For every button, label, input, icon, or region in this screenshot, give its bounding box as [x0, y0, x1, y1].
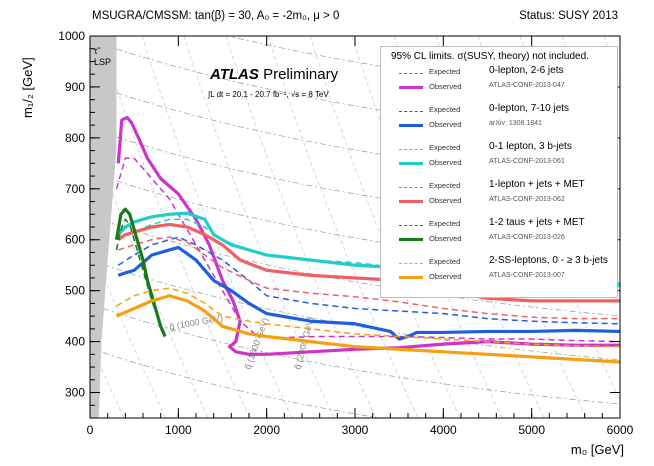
legend: 95% CL limits. σ(SUSY, theory) not inclu… — [380, 46, 618, 298]
legend-analysis-name: 0-lepton, 2-6 jets — [489, 65, 564, 76]
y-tick-label: 900 — [65, 80, 85, 94]
legend-reference: ATLAS-CONF-2013-026 — [489, 234, 565, 241]
legend-reference: ATLAS-CONF-2013-061 — [489, 158, 565, 165]
expected-limit-line — [116, 287, 620, 348]
x-tick-label: 5000 — [518, 423, 545, 437]
legend-title: 95% CL limits. σ(SUSY, theory) not inclu… — [391, 51, 589, 62]
y-axis-label: m₁/₂ [GeV] — [20, 57, 35, 118]
legend-analysis-name: 0-lepton, 7-10 jets — [489, 103, 570, 114]
atlas-label: ATLAS Preliminary — [210, 66, 338, 83]
observed-limit-line — [114, 207, 167, 338]
gluino-mass-contour — [90, 303, 620, 405]
y-tick-label: 400 — [65, 335, 85, 349]
y-tick-label: 300 — [65, 386, 85, 400]
legend-observed-row: Observed ATLAS-CONF-2013-061 — [381, 156, 617, 171]
atlas-text: ATLAS — [210, 66, 259, 83]
legend-expected-row: Expected 2-SS-leptons, 0 - ≥ 3 b-jets — [381, 255, 617, 270]
legend-reference: ATLAS-CONF-2013-007 — [489, 272, 565, 279]
legend-expected-text: Expected — [429, 219, 461, 228]
stau-symbol: τ̃ — [94, 46, 98, 56]
legend-analysis-name: 1-2 taus + jets + MET — [489, 217, 585, 228]
legend-expected-row: Expected 0-lepton, 2-6 jets — [381, 65, 617, 80]
legend-expected-text: Expected — [429, 257, 461, 266]
x-tick-label: 0 — [87, 423, 94, 437]
legend-expected-row: Expected 0-1 lepton, 3 b-jets — [381, 141, 617, 156]
legend-observed-text: Observed — [429, 82, 462, 91]
legend-expected-row: Expected 1-lepton + jets + MET — [381, 179, 617, 194]
header-status-label: Status: SUSY 2013 — [519, 10, 618, 22]
legend-analysis-name: 2-SS-leptons, 0 - ≥ 3 b-jets — [489, 255, 608, 266]
legend-observed-row: Observed ATLAS-CONF-2013-047 — [381, 80, 617, 95]
observed-limit-line — [117, 245, 620, 341]
y-tick-label: 700 — [65, 182, 85, 196]
legend-expected-text: Expected — [429, 181, 461, 190]
legend-expected-swatch — [399, 73, 423, 74]
legend-observed-text: Observed — [429, 272, 462, 281]
legend-reference: arXiv: 1308.1841 — [489, 120, 542, 127]
x-tick-label: 4000 — [430, 423, 457, 437]
x-axis-label: m₀ [GeV] — [570, 442, 624, 457]
expected-limit-line — [117, 236, 620, 325]
expected-limit-line — [118, 236, 620, 320]
observed-limit-line — [117, 222, 620, 303]
legend-expected-row: Expected 1-2 taus + jets + MET — [381, 217, 617, 232]
header-model-label: MSUGRA/CMSSM: tan(β) = 30, A₀ = -2m₀, μ … — [92, 10, 340, 22]
x-tick-label: 2000 — [253, 423, 280, 437]
contour-label: g̃ (1000 GeV) — [168, 313, 223, 332]
legend-expected-swatch — [399, 187, 423, 188]
legend-observed-swatch — [399, 238, 423, 241]
legend-observed-swatch — [399, 86, 423, 89]
observed-limit-line — [115, 294, 620, 364]
x-tick-label: 6000 — [607, 423, 634, 437]
y-tick-label: 600 — [65, 233, 85, 247]
legend-expected-text: Expected — [429, 105, 461, 114]
legend-expected-row: Expected 0-lepton, 7-10 jets — [381, 103, 617, 118]
legend-expected-swatch — [399, 263, 423, 264]
legend-expected-swatch — [399, 149, 423, 150]
legend-observed-text: Observed — [429, 234, 462, 243]
legend-observed-swatch — [399, 162, 423, 165]
legend-expected-text: Expected — [429, 143, 461, 152]
luminosity-label: ∫L dt = 20.1 - 20.7 fb⁻¹, √s = 8 TeV — [208, 90, 329, 99]
contour-label: q̃ (1600 GeV) — [242, 316, 270, 370]
squark-mass-contour — [646, 36, 654, 418]
lsp-text: LSP — [94, 57, 112, 67]
x-tick-label: 3000 — [342, 423, 369, 437]
legend-observed-text: Observed — [429, 120, 462, 129]
legend-observed-text: Observed — [429, 196, 462, 205]
legend-reference: ATLAS-CONF-2013-062 — [489, 196, 565, 203]
legend-expected-text: Expected — [429, 67, 461, 76]
legend-reference: ATLAS-CONF-2013-047 — [489, 82, 565, 89]
legend-observed-swatch — [399, 200, 423, 203]
legend-observed-swatch — [399, 276, 423, 279]
y-tick-label: 800 — [65, 131, 85, 145]
legend-expected-swatch — [399, 225, 423, 226]
stau-lsp-label: τ̃ LSP — [94, 46, 111, 68]
legend-analysis-name: 1-lepton + jets + MET — [489, 179, 585, 190]
gluino-mass-contour — [90, 347, 382, 418]
legend-observed-row: Observed ATLAS-CONF-2013-062 — [381, 194, 617, 209]
stau-lsp-region — [90, 36, 117, 418]
legend-observed-row: Observed ATLAS-CONF-2013-026 — [381, 232, 617, 247]
legend-expected-swatch — [399, 111, 423, 112]
legend-observed-row: Observed arXiv: 1308.1841 — [381, 118, 617, 133]
preliminary-text: Preliminary — [263, 66, 339, 83]
y-tick-label: 500 — [65, 284, 85, 298]
legend-analysis-name: 0-1 lepton, 3 b-jets — [489, 141, 572, 152]
x-tick-label: 1000 — [165, 423, 192, 437]
legend-observed-swatch — [399, 124, 423, 127]
y-tick-label: 1000 — [58, 29, 85, 43]
legend-observed-text: Observed — [429, 158, 462, 167]
legend-observed-row: Observed ATLAS-CONF-2013-007 — [381, 270, 617, 285]
